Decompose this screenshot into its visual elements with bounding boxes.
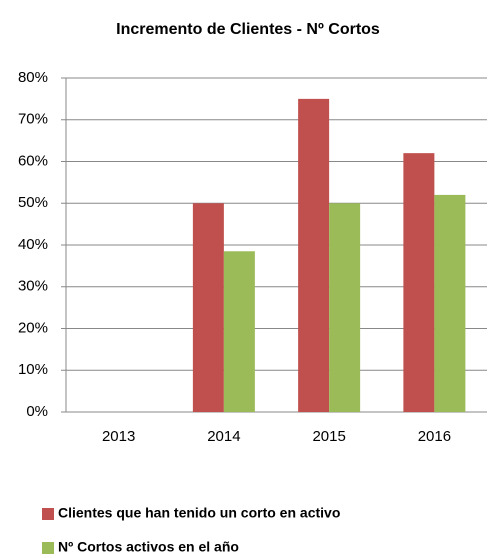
y-tick-label: 20% bbox=[18, 319, 48, 336]
bar bbox=[403, 153, 435, 412]
x-tick-label: 2014 bbox=[207, 428, 240, 445]
chart-title: Incremento de Clientes - Nº Cortos bbox=[116, 21, 380, 38]
legend-swatch bbox=[42, 508, 54, 520]
y-tick-label: 10% bbox=[18, 361, 48, 378]
y-tick-label: 0% bbox=[26, 403, 48, 420]
x-tick-label: 2013 bbox=[102, 428, 135, 445]
legend-label: Clientes que han tenido un corto en acti… bbox=[58, 505, 340, 521]
y-tick-label: 70% bbox=[18, 111, 48, 128]
legend-label: Nº Cortos activos en el año bbox=[58, 539, 239, 555]
bar bbox=[329, 203, 361, 412]
y-tick-label: 50% bbox=[18, 194, 48, 211]
bar bbox=[298, 98, 330, 412]
y-tick-label: 80% bbox=[18, 69, 48, 86]
bar bbox=[434, 194, 466, 412]
bar bbox=[223, 251, 255, 412]
bar bbox=[192, 203, 224, 412]
x-tick-label: 2015 bbox=[312, 428, 345, 445]
y-tick-label: 60% bbox=[18, 152, 48, 169]
legend-swatch bbox=[42, 542, 54, 554]
y-tick-label: 30% bbox=[18, 278, 48, 295]
x-tick-label: 2016 bbox=[418, 428, 451, 445]
y-tick-label: 40% bbox=[18, 236, 48, 253]
